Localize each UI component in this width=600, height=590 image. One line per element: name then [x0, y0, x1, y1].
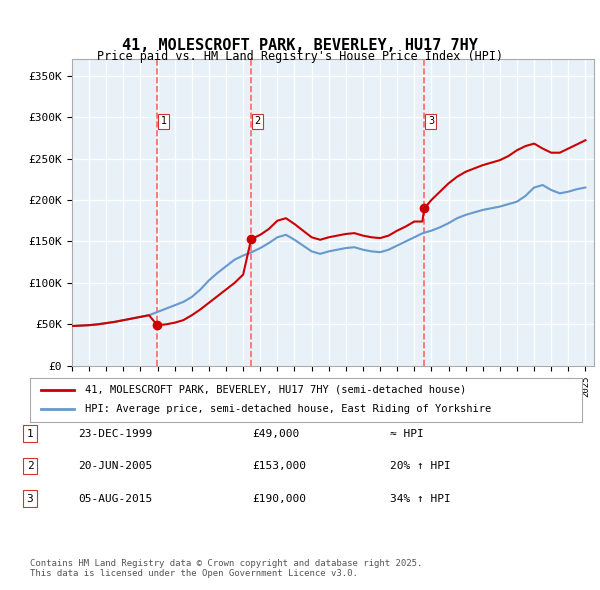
Text: 1: 1 — [26, 429, 34, 438]
Text: HPI: Average price, semi-detached house, East Riding of Yorkshire: HPI: Average price, semi-detached house,… — [85, 405, 491, 414]
Text: 3: 3 — [428, 116, 434, 126]
Text: 41, MOLESCROFT PARK, BEVERLEY, HU17 7HY: 41, MOLESCROFT PARK, BEVERLEY, HU17 7HY — [122, 38, 478, 53]
Text: 3: 3 — [26, 494, 34, 503]
Text: 34% ↑ HPI: 34% ↑ HPI — [390, 494, 451, 503]
Text: ≈ HPI: ≈ HPI — [390, 429, 424, 438]
Text: Contains HM Land Registry data © Crown copyright and database right 2025.
This d: Contains HM Land Registry data © Crown c… — [30, 559, 422, 578]
Text: £49,000: £49,000 — [252, 429, 299, 438]
Text: 41, MOLESCROFT PARK, BEVERLEY, HU17 7HY (semi-detached house): 41, MOLESCROFT PARK, BEVERLEY, HU17 7HY … — [85, 385, 466, 395]
Text: 1: 1 — [161, 116, 167, 126]
Text: £153,000: £153,000 — [252, 461, 306, 471]
Text: 2: 2 — [26, 461, 34, 471]
Text: 20-JUN-2005: 20-JUN-2005 — [78, 461, 152, 471]
Text: 2: 2 — [254, 116, 261, 126]
Text: 20% ↑ HPI: 20% ↑ HPI — [390, 461, 451, 471]
Text: Price paid vs. HM Land Registry's House Price Index (HPI): Price paid vs. HM Land Registry's House … — [97, 50, 503, 63]
Text: £190,000: £190,000 — [252, 494, 306, 503]
Text: 05-AUG-2015: 05-AUG-2015 — [78, 494, 152, 503]
Text: 23-DEC-1999: 23-DEC-1999 — [78, 429, 152, 438]
